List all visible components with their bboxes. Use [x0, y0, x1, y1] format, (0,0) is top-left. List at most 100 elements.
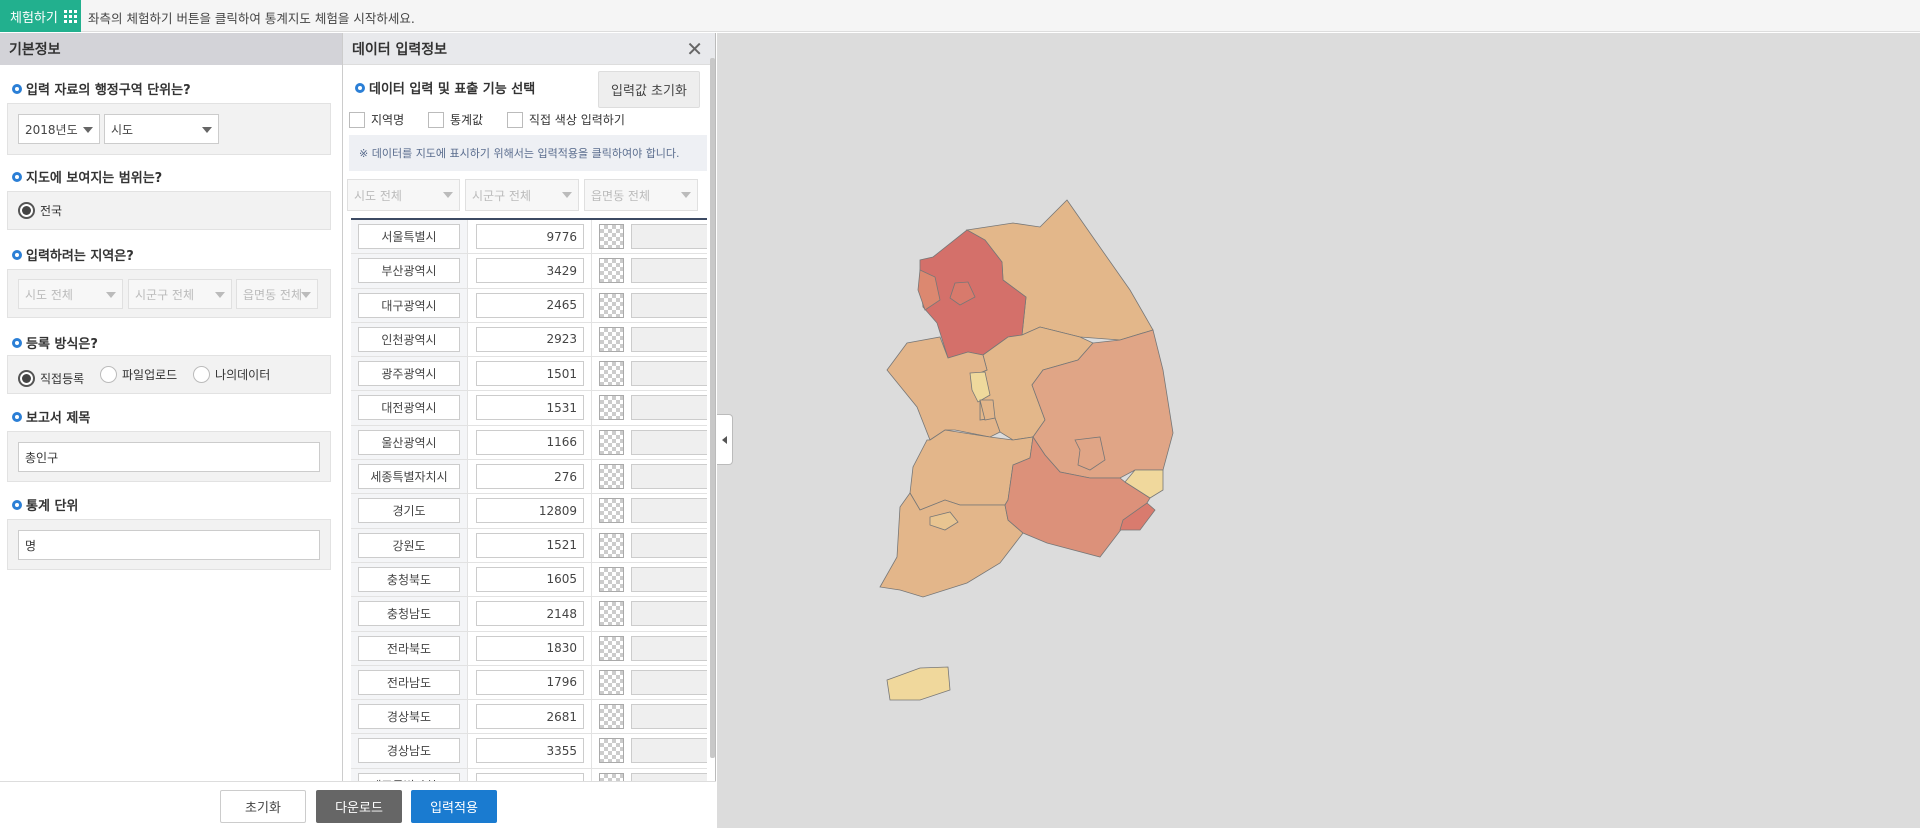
value-input[interactable]: 1796	[476, 669, 584, 695]
sigungu-select[interactable]: 시군구 전체	[128, 279, 232, 309]
reset-input-button[interactable]: 입력값 초기화	[598, 71, 700, 108]
color-swatch-icon[interactable]	[599, 738, 624, 764]
color-input[interactable]	[631, 464, 707, 490]
color-input[interactable]	[631, 566, 707, 592]
color-swatch-icon[interactable]	[599, 224, 624, 249]
color-input[interactable]	[631, 635, 707, 661]
value-input[interactable]: 3429	[476, 258, 584, 284]
color-input[interactable]	[631, 395, 707, 421]
value-input[interactable]: 1166	[476, 429, 584, 455]
color-input[interactable]	[631, 326, 707, 352]
eupmyeondong-select[interactable]: 읍면동 전체	[236, 279, 318, 309]
color-swatch-icon[interactable]	[599, 532, 624, 558]
scrollbar[interactable]	[710, 58, 715, 758]
color-swatch-icon[interactable]	[599, 326, 624, 352]
value-input[interactable]: 12809	[476, 498, 584, 524]
reset-button[interactable]: 초기화	[220, 790, 306, 823]
value-input[interactable]: 1501	[476, 361, 584, 387]
close-icon[interactable]: ✕	[686, 36, 703, 61]
region-name-field[interactable]: 부산광역시	[358, 258, 460, 284]
region-name-field[interactable]: 충청남도	[358, 601, 460, 627]
region-busan[interactable]	[1119, 502, 1156, 531]
download-button[interactable]: 다운로드	[316, 790, 402, 823]
sido-select[interactable]: 시도 전체	[18, 279, 123, 309]
checkbox-custom-color[interactable]: 직접 색상 입력하기	[506, 111, 625, 128]
color-input[interactable]	[631, 738, 707, 764]
region-daejeon[interactable]	[979, 399, 996, 421]
color-input[interactable]	[631, 292, 707, 318]
region-name-field[interactable]: 세종특별자치시	[358, 464, 460, 490]
value-input[interactable]	[476, 772, 584, 781]
color-swatch-icon[interactable]	[599, 258, 624, 284]
region-gwangju[interactable]	[929, 511, 959, 531]
region-name-field[interactable]: 광주광역시	[358, 361, 460, 387]
color-swatch-icon[interactable]	[599, 704, 624, 730]
radio-direct[interactable]: 직접등록	[18, 370, 84, 387]
color-swatch-icon[interactable]	[599, 292, 624, 318]
value-input[interactable]: 1830	[476, 635, 584, 661]
color-swatch-icon[interactable]	[599, 464, 624, 490]
color-input[interactable]	[631, 772, 707, 781]
value-input[interactable]: 9776	[476, 224, 584, 249]
color-swatch-icon[interactable]	[599, 601, 624, 627]
region-ulsan[interactable]	[1124, 469, 1164, 499]
radio-nationwide[interactable]: 전국	[18, 202, 62, 219]
region-jeonnam[interactable]	[879, 492, 1024, 598]
color-input[interactable]	[631, 258, 707, 284]
value-input[interactable]: 2148	[476, 601, 584, 627]
checkbox-stat-value[interactable]: 통계값	[427, 111, 483, 128]
region-name-field[interactable]: 경기도	[358, 498, 460, 524]
color-swatch-icon[interactable]	[599, 635, 624, 661]
color-swatch-icon[interactable]	[599, 498, 624, 524]
region-name-field[interactable]: 전라북도	[358, 635, 460, 661]
region-name-field[interactable]: 경상북도	[358, 704, 460, 730]
color-input[interactable]	[631, 361, 707, 387]
collapse-panel-button[interactable]	[717, 414, 733, 465]
region-name-field[interactable]: 서울특별시	[358, 224, 460, 249]
value-input[interactable]: 2465	[476, 292, 584, 318]
apply-button[interactable]: 입력적용	[411, 790, 497, 823]
checkbox-region-name[interactable]: 지역명	[349, 111, 404, 128]
color-swatch-icon[interactable]	[599, 772, 624, 781]
value-input[interactable]: 3355	[476, 738, 584, 764]
value-input[interactable]: 1605	[476, 566, 584, 592]
color-swatch-icon[interactable]	[599, 566, 624, 592]
region-name-field[interactable]: 전라남도	[358, 669, 460, 695]
filter-sigungu-select[interactable]: 시군구 전체	[465, 179, 579, 211]
region-name-field[interactable]: 인천광역시	[358, 326, 460, 352]
value-input[interactable]: 1531	[476, 395, 584, 421]
region-jeju[interactable]	[886, 666, 951, 701]
region-seoul[interactable]	[949, 281, 976, 306]
color-input[interactable]	[631, 224, 707, 249]
region-name-field[interactable]: 대구광역시	[358, 292, 460, 318]
korea-map[interactable]	[717, 33, 1920, 828]
value-input[interactable]: 2923	[476, 326, 584, 352]
color-input[interactable]	[631, 498, 707, 524]
value-input[interactable]: 1521	[476, 532, 584, 558]
region-daegu[interactable]	[1074, 436, 1106, 471]
filter-eupmyeondong-select[interactable]: 읍면동 전체	[584, 179, 698, 211]
color-swatch-icon[interactable]	[599, 361, 624, 387]
region-name-field[interactable]: 강원도	[358, 532, 460, 558]
report-title-input[interactable]: 총인구	[18, 442, 320, 472]
region-name-field[interactable]: 경상남도	[358, 738, 460, 764]
region-name-field[interactable]: 제주특별자치도	[358, 772, 460, 781]
color-input[interactable]	[631, 601, 707, 627]
color-input[interactable]	[631, 669, 707, 695]
year-select[interactable]: 2018년도	[18, 114, 100, 144]
level-select[interactable]: 시도	[104, 114, 219, 144]
color-swatch-icon[interactable]	[599, 669, 624, 695]
region-name-field[interactable]: 충청북도	[358, 566, 460, 592]
color-swatch-icon[interactable]	[599, 395, 624, 421]
value-input[interactable]: 276	[476, 464, 584, 490]
radio-my-data[interactable]: 나의데이터	[193, 366, 270, 383]
region-name-field[interactable]: 대전광역시	[358, 395, 460, 421]
unit-input[interactable]: 명	[18, 530, 320, 560]
radio-file-upload[interactable]: 파일업로드	[100, 366, 177, 383]
region-gyeongnam[interactable]	[1004, 435, 1151, 558]
region-name-field[interactable]: 울산광역시	[358, 429, 460, 455]
color-input[interactable]	[631, 429, 707, 455]
map-area[interactable]	[717, 33, 1920, 828]
region-sejong[interactable]	[969, 371, 991, 403]
try-button[interactable]: 체험하기	[0, 0, 81, 32]
